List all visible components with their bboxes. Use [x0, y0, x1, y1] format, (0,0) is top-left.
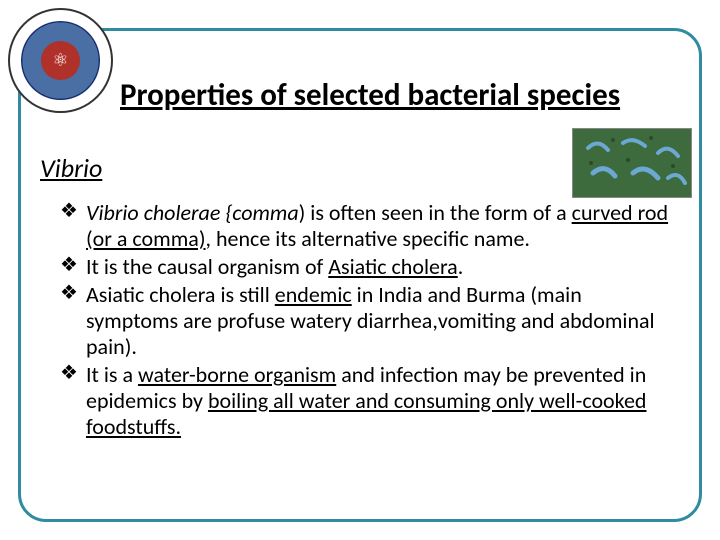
bullet-marker-icon: ❖	[60, 254, 86, 280]
text-segment: Asiatic cholera	[328, 253, 457, 280]
bullet-item: ❖It is a water-borne organism and infect…	[60, 362, 672, 440]
bullet-text: It is a water-borne organism and infecti…	[86, 362, 672, 440]
logo-gear: ⚛	[28, 28, 93, 93]
text-segment: endemic	[275, 281, 352, 308]
logo-inner-ring: ⚛	[21, 21, 100, 100]
text-segment: It is a	[86, 361, 138, 388]
text-segment: .	[458, 253, 464, 280]
bullet-marker-icon: ❖	[60, 282, 86, 360]
vibrio-svg	[573, 128, 691, 198]
logo-glyph: ⚛	[52, 49, 68, 71]
logo-outer-ring: ⚛	[8, 8, 113, 113]
bullet-text: Vibrio cholerae {comma) is often seen in…	[86, 200, 672, 252]
text-segment: ) is often seen in the form of a	[299, 199, 572, 226]
bullet-list: ❖Vibrio cholerae {comma) is often seen i…	[60, 200, 672, 442]
vibrio-microscopy-image	[572, 128, 692, 198]
text-segment: , hence its alternative specific name.	[206, 225, 530, 252]
text-segment: water-borne organism	[138, 361, 336, 388]
text-segment: Vibrio cholerae {comma	[86, 199, 299, 226]
institution-logo: ⚛	[8, 8, 113, 113]
bullet-marker-icon: ❖	[60, 200, 86, 252]
bullet-item: ❖Vibrio cholerae {comma) is often seen i…	[60, 200, 672, 252]
bullet-text: It is the causal organism of Asiatic cho…	[86, 254, 672, 280]
slide-title: Properties of selected bacterial species	[120, 76, 680, 114]
logo-center-emblem: ⚛	[41, 41, 80, 80]
text-segment: It is the causal organism of	[86, 253, 328, 280]
text-segment: Asiatic cholera is still	[86, 281, 275, 308]
bullet-marker-icon: ❖	[60, 362, 86, 440]
slide-subtitle: Vibrio	[40, 152, 102, 184]
bullet-item: ❖It is the causal organism of Asiatic ch…	[60, 254, 672, 280]
bullet-text: Asiatic cholera is still endemic in Indi…	[86, 282, 672, 360]
bullet-item: ❖Asiatic cholera is still endemic in Ind…	[60, 282, 672, 360]
